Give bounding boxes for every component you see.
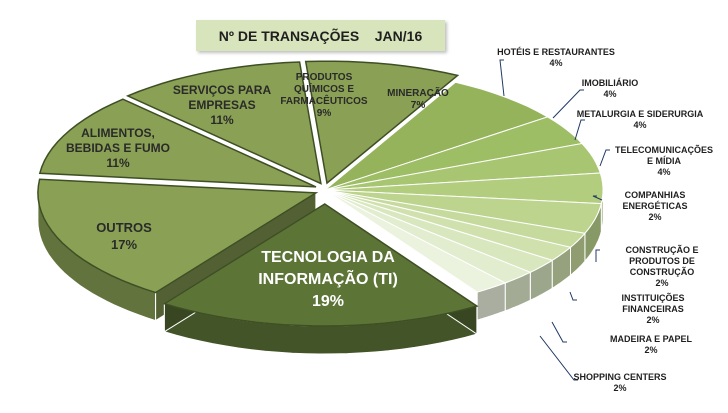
pie-slice-8 — [324, 189, 532, 284]
pie-slice-14 — [304, 60, 460, 185]
label-slice-8: MADEIRA E PAPEL 2% — [610, 334, 693, 355]
leader-line-9 — [539, 335, 578, 381]
pie-slice-1 — [324, 116, 584, 191]
pie-slice-13 — [125, 61, 322, 185]
pie-slice-0 — [324, 81, 549, 191]
pie-slice-11 — [37, 178, 319, 294]
pie-labels: MINERAÇÃO 7% PRODUTOS QUÍMICOS E FARMACÊUTIC… — [66, 47, 713, 393]
label-slice-11: OUTROS 17% — [96, 220, 152, 252]
label-slice-3: METALURGIA E SIDERURGIA 4% — [577, 109, 704, 130]
pie-slice-3 — [324, 172, 604, 205]
pie-slice-7 — [324, 189, 554, 273]
chart-title: Nº DE TRANSAÇÕES JAN/16 — [218, 27, 423, 44]
chart-title-box: Nº DE TRANSAÇÕES JAN/16 — [196, 20, 445, 51]
label-slice-0: MINERAÇÃO 7% — [387, 86, 449, 111]
label-slice-10: TECNOLOGIA DA INFORMAÇÃO (TI) 19% — [258, 249, 398, 310]
pie-slice-10 — [162, 203, 479, 327]
pie-slice-2 — [324, 142, 602, 191]
label-slice-14: PRODUTOS QUÍMICOS E FARMACÊUTICOS 9% — [280, 72, 368, 119]
pie-slice-5 — [324, 189, 586, 248]
leader-line-6 — [595, 249, 600, 262]
leader-line-3 — [574, 119, 585, 141]
leader-line-1 — [499, 59, 505, 97]
label-slice-4: TELECOMUNICAÇÕES E MÍDIA 4% — [615, 145, 713, 177]
leader-line-7 — [569, 291, 577, 301]
pie-slice-4 — [324, 189, 602, 234]
label-slice-1: HOTÉIS E RESTAURANTES 4% — [497, 47, 615, 68]
leader-line-5 — [592, 195, 603, 201]
label-slice-9: SHOPPING CENTERS 2% — [573, 372, 666, 393]
label-slice-12: ALIMENTOS, BEBIDAS E FUMO 11% — [66, 126, 170, 170]
leader-line-4 — [599, 149, 610, 167]
label-slice-13: SERVIÇOS PARA EMPRESAS 11% — [173, 83, 272, 127]
pie-slice-12 — [38, 98, 317, 188]
label-slice-2: IMOBILIÁRIO 4% — [582, 78, 639, 99]
pie-slice-6 — [324, 189, 572, 261]
label-slice-5: COMPANHIAS ENERGÉTICAS 2% — [622, 190, 687, 222]
pie-top-faces — [37, 60, 604, 327]
leader-line-2 — [552, 89, 584, 119]
label-slice-7: INSTITUIÇÕES FINANCEIRAS 2% — [621, 293, 684, 325]
leader-line-8 — [551, 321, 567, 343]
pie-slice-9 — [324, 189, 507, 293]
label-slice-6: CONSTRUÇÃO E PRODUTOS DE CONSTRUÇÃO 2% — [625, 245, 698, 288]
